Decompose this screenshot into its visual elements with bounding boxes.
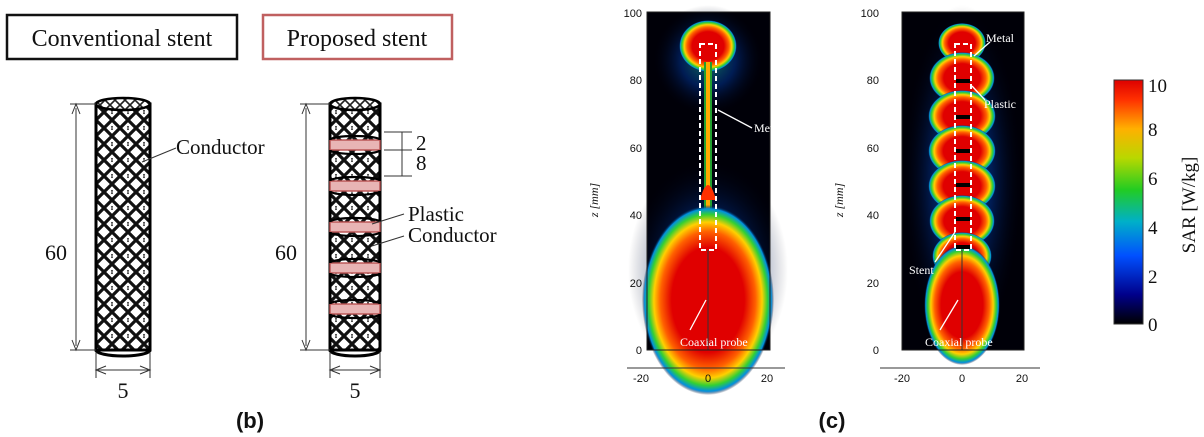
annotation-arrow-probe-right xyxy=(939,299,959,331)
y-tick-right: 20 xyxy=(867,278,879,290)
annotation-arrow-metal xyxy=(973,41,991,57)
x-tick-left: 20 xyxy=(761,373,773,385)
annotation-probe-right: Coaxial probe xyxy=(925,335,993,349)
colorbar xyxy=(1113,79,1144,325)
x-tick-left: -20 xyxy=(633,373,649,385)
x-tick-right: 20 xyxy=(1016,373,1028,385)
conductor-label-2: Conductor xyxy=(408,223,497,247)
y-tick-left: 20 xyxy=(630,278,642,290)
annotation-arrow-stent-right xyxy=(934,231,956,263)
panel-c: 100 80 60 40 20 0 -20 0 20 z [mm] Metal … xyxy=(587,5,1200,433)
annotation-arrow-stent-left xyxy=(717,109,753,129)
conventional-label-box xyxy=(5,13,239,61)
x-ticks-left: -20 0 20 xyxy=(633,373,773,385)
plastic-width-label: 2 xyxy=(416,131,427,155)
colorbar-tick: 2 xyxy=(1148,267,1158,288)
y-ticks-right: 100 80 60 40 20 0 xyxy=(861,8,879,357)
conventional-label: Conventional stent xyxy=(32,26,213,52)
caption-b: (b) xyxy=(236,408,264,433)
length-label-2: 60 xyxy=(275,240,297,265)
colorbar-tick: 0 xyxy=(1148,315,1158,336)
y-tick-right: 80 xyxy=(867,75,879,87)
proposed-label: Proposed stent xyxy=(287,26,428,52)
y-tick-left: 0 xyxy=(636,345,642,357)
annotation-plastic: Plastic xyxy=(984,97,1016,111)
colorbar-tick: 8 xyxy=(1148,120,1158,141)
annotation-arrow-plastic xyxy=(971,85,986,101)
conventional-stent-drawing xyxy=(94,96,152,358)
x-tick-right: 0 xyxy=(959,373,965,385)
plastic-segments-right xyxy=(956,79,970,249)
proposed-stent-drawing xyxy=(328,96,382,358)
y-axis-label-left: z [mm] xyxy=(587,183,601,219)
y-tick-right: 100 xyxy=(861,8,879,20)
annotation-stent: Stent xyxy=(909,263,934,277)
y-tick-right: 60 xyxy=(867,143,879,155)
diameter-label: 5 xyxy=(118,378,129,403)
y-tick-right: 40 xyxy=(867,210,879,222)
y-tick-left: 60 xyxy=(630,143,642,155)
annotation-probe-left: Coaxial probe xyxy=(680,335,748,349)
colorbar-tick: 6 xyxy=(1148,169,1158,190)
annotation-metal: Metal xyxy=(986,31,1015,45)
annotation-arrow-probe-left xyxy=(689,299,707,331)
proposed-label-box xyxy=(261,13,454,61)
stent-outline-left xyxy=(699,43,717,251)
x-ticks-right: -20 0 20 xyxy=(894,373,1028,385)
length-label: 60 xyxy=(45,240,67,265)
y-tick-left: 80 xyxy=(630,75,642,87)
plot-frame-left xyxy=(646,11,771,351)
x-tick-left: 0 xyxy=(705,373,711,385)
stent-outline-right xyxy=(954,43,972,251)
plastic-label: Plastic xyxy=(408,202,464,226)
caption-c: (c) xyxy=(819,408,846,433)
colorbar-tick: 10 xyxy=(1148,76,1167,97)
panel-b: Conventional stent Proposed stent 60 5 C… xyxy=(5,13,497,433)
y-axis-label-right: z [mm] xyxy=(832,183,846,219)
plot-frame-right xyxy=(901,11,1025,351)
colorbar-tick: 4 xyxy=(1148,218,1158,239)
y-tick-left: 40 xyxy=(630,210,642,222)
y-ticks-left: 100 80 60 40 20 0 xyxy=(624,8,642,357)
y-tick-right: 0 xyxy=(873,345,879,357)
x-tick-right: -20 xyxy=(894,373,910,385)
conductor-label: Conductor xyxy=(176,135,265,159)
colorbar-label: SAR [W/kg] xyxy=(1179,157,1200,254)
y-tick-left: 100 xyxy=(624,8,642,20)
colorbar-ticks: 10 8 6 4 2 0 xyxy=(1148,76,1167,336)
diameter-label-2: 5 xyxy=(350,378,361,403)
annotation-metal-stent: Metal stent xyxy=(754,121,808,135)
conductor-width-label: 8 xyxy=(416,151,427,175)
